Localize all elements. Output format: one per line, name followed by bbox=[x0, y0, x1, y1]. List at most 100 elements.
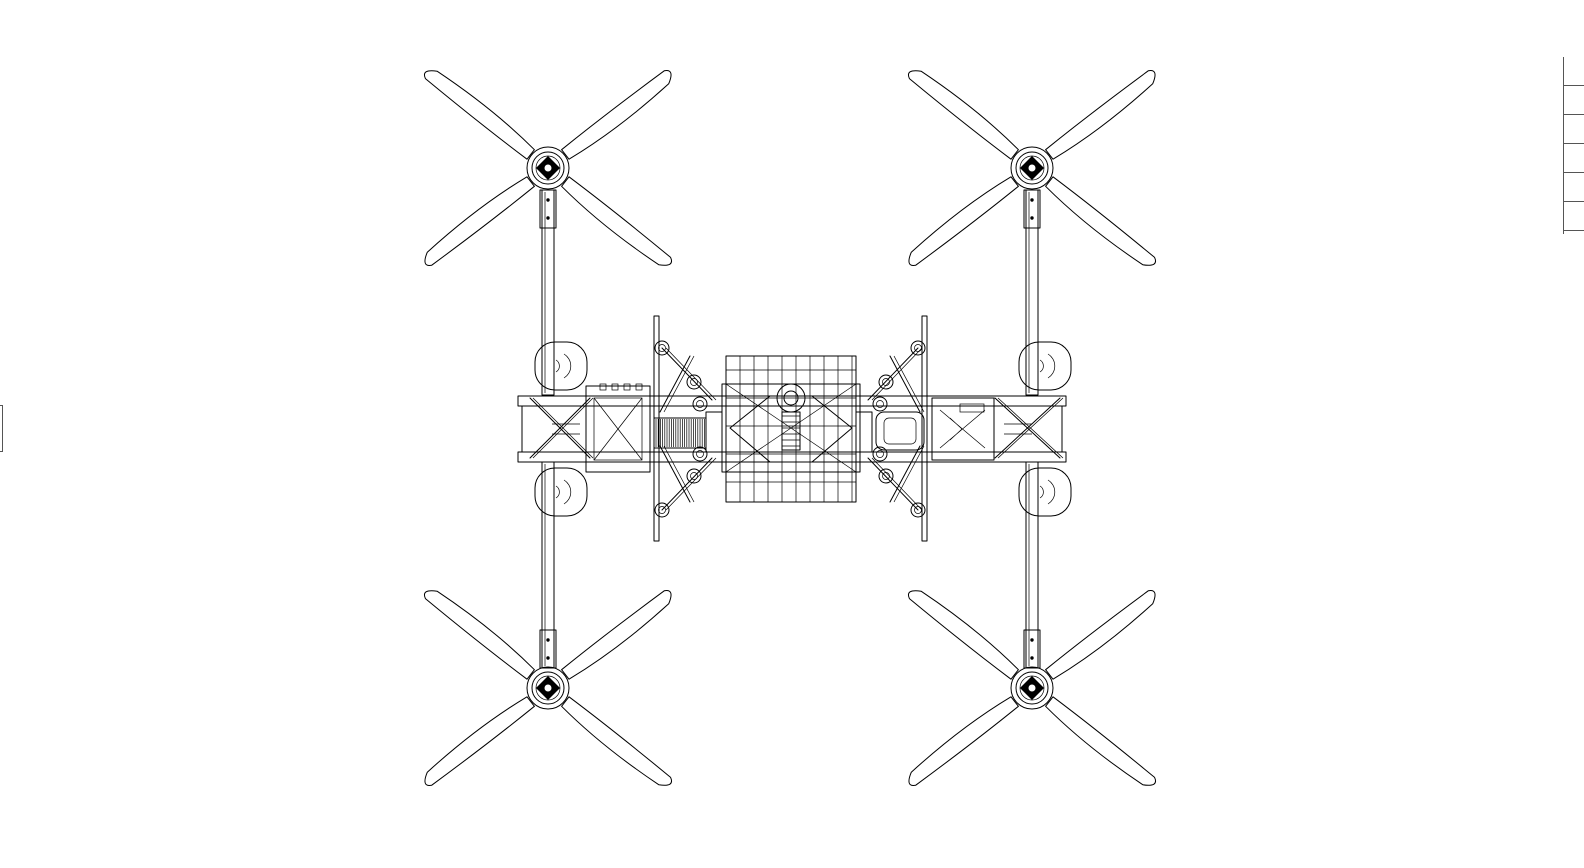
connector bbox=[599, 383, 607, 391]
mount-screw bbox=[546, 198, 550, 202]
joint bbox=[872, 396, 888, 412]
joint bbox=[878, 468, 894, 484]
linkage-arm bbox=[867, 457, 919, 511]
payload-cage bbox=[725, 355, 857, 503]
rotor bbox=[423, 589, 673, 787]
pad-arc bbox=[1039, 359, 1044, 373]
linkage-arm bbox=[889, 355, 921, 413]
motor-ring bbox=[1015, 671, 1049, 705]
electronics-inner bbox=[593, 397, 643, 461]
pad-arc bbox=[563, 353, 572, 379]
motor-bell bbox=[526, 146, 570, 190]
mount-screw bbox=[546, 216, 550, 220]
joint-pin bbox=[914, 506, 922, 514]
linkage-arm bbox=[659, 355, 691, 413]
left-edge-handle[interactable] bbox=[0, 405, 3, 452]
mount-screw bbox=[1030, 198, 1034, 202]
propeller-blade bbox=[423, 590, 535, 680]
linkage-arm bbox=[867, 347, 919, 401]
linkage-arm-edge bbox=[893, 355, 925, 413]
connector bbox=[611, 383, 619, 391]
pad-outline bbox=[1018, 341, 1072, 391]
clip-right bbox=[855, 411, 873, 453]
pad-outline bbox=[534, 341, 588, 391]
body-tray bbox=[521, 405, 1063, 453]
linkage-arm bbox=[889, 445, 921, 503]
linkage-arm-edge bbox=[871, 347, 923, 401]
propeller-blade bbox=[1045, 176, 1157, 266]
toolbar-slot[interactable] bbox=[1564, 86, 1584, 115]
arm bbox=[1023, 189, 1041, 396]
cross-brace-edge bbox=[532, 397, 594, 459]
joint-pin bbox=[690, 472, 698, 480]
landing-pad bbox=[1018, 341, 1072, 391]
arm-tube bbox=[541, 189, 555, 396]
mount-screw bbox=[546, 638, 550, 642]
propeller-blade bbox=[1045, 696, 1157, 786]
pad-arc bbox=[1047, 479, 1056, 505]
joint bbox=[654, 502, 670, 518]
joint-pin bbox=[658, 344, 666, 352]
toolbar-slot[interactable] bbox=[1564, 115, 1584, 144]
pad-arc bbox=[563, 479, 572, 505]
shaft-center bbox=[1028, 684, 1036, 692]
box-brace bbox=[593, 397, 643, 461]
linkage-arm bbox=[661, 347, 713, 401]
arm bbox=[539, 461, 557, 669]
rotor bbox=[907, 69, 1157, 267]
motor-mount bbox=[1023, 189, 1041, 229]
arm-tube bbox=[541, 461, 555, 669]
connector bbox=[623, 383, 631, 391]
box-brace bbox=[939, 409, 986, 449]
central-frame bbox=[517, 315, 1072, 542]
joint bbox=[692, 446, 708, 462]
motor-ring bbox=[531, 151, 565, 185]
toolbar-slot[interactable] bbox=[1564, 57, 1584, 86]
rotor-arms bbox=[539, 189, 1041, 669]
motor-ring bbox=[1015, 151, 1049, 185]
arm bbox=[539, 189, 557, 396]
linkage-arm-edge bbox=[665, 457, 717, 511]
propeller-blade bbox=[561, 589, 672, 680]
joint bbox=[686, 374, 702, 390]
propeller-blade bbox=[1045, 589, 1156, 680]
toolbar-slot[interactable] bbox=[1564, 144, 1584, 173]
propeller-blade bbox=[561, 176, 673, 266]
connector bbox=[635, 383, 643, 391]
mount-screw bbox=[1030, 216, 1034, 220]
mount-screw bbox=[1030, 638, 1034, 642]
propeller-blade bbox=[424, 696, 535, 787]
pad-arc bbox=[1039, 485, 1044, 499]
propeller-blade bbox=[907, 590, 1019, 680]
landing-pad bbox=[534, 341, 588, 391]
connector bbox=[959, 403, 985, 413]
pad-arc bbox=[555, 359, 560, 373]
joint bbox=[872, 446, 888, 462]
joint-pin bbox=[876, 400, 884, 408]
joint bbox=[910, 502, 926, 518]
rotor-assemblies bbox=[423, 69, 1157, 787]
cross-brace bbox=[994, 397, 1061, 459]
propeller-blade bbox=[1045, 69, 1156, 160]
pad-arc bbox=[1047, 353, 1056, 379]
joint bbox=[686, 468, 702, 484]
pivot-pin bbox=[783, 390, 799, 406]
propeller-blade bbox=[907, 70, 1019, 160]
toolbar-slot[interactable] bbox=[1564, 202, 1584, 231]
propeller-blade bbox=[561, 696, 673, 786]
cage-diamond bbox=[729, 395, 853, 463]
joint-pin bbox=[658, 506, 666, 514]
joint-pin bbox=[696, 450, 704, 458]
joint-pin bbox=[882, 472, 890, 480]
toolbar-slot[interactable] bbox=[1564, 173, 1584, 202]
side-toolbar-panel[interactable] bbox=[1563, 57, 1584, 234]
joint bbox=[910, 340, 926, 356]
rotor bbox=[423, 69, 673, 267]
shaft-center bbox=[544, 164, 552, 172]
linkage-arm-edge bbox=[663, 355, 695, 413]
joint bbox=[878, 374, 894, 390]
joint-pin bbox=[690, 378, 698, 386]
propeller-blade bbox=[908, 696, 1019, 787]
joint-pin bbox=[914, 344, 922, 352]
